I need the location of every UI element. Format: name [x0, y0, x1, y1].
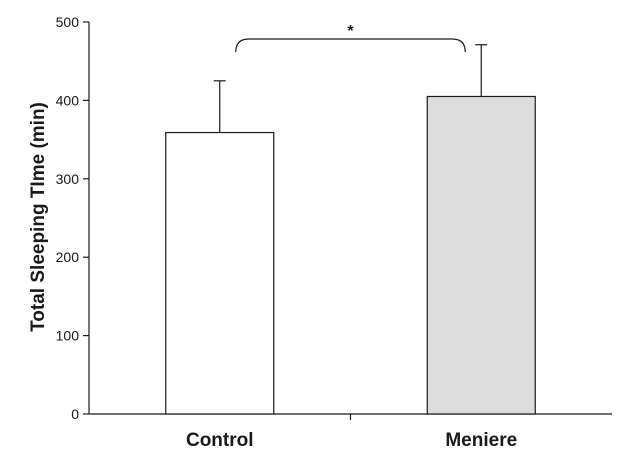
category-label-control: Control	[186, 430, 254, 451]
y-tick-label: 0	[71, 406, 79, 422]
bars	[165, 95, 536, 415]
y-axis-title: Total Sleeping TIme (min)	[28, 102, 49, 332]
significance-bracket: *	[235, 23, 466, 53]
y-tick-label: 300	[56, 171, 80, 187]
y-tick-label: 100	[56, 328, 80, 344]
bar-control	[165, 131, 275, 415]
bar-meniere	[426, 95, 536, 415]
significance-bracket-line	[235, 38, 466, 53]
y-tick-label: 200	[56, 249, 80, 265]
significance-star: *	[347, 23, 354, 40]
error-bars	[213, 44, 488, 133]
category-label-meniere: Meniere	[445, 430, 517, 451]
y-tick-label: 500	[56, 14, 80, 30]
y-tick-label: 400	[56, 92, 80, 108]
